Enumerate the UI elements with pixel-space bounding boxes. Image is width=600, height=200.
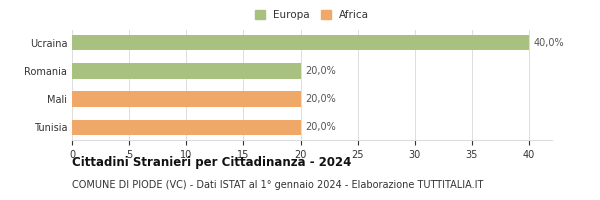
Text: 20,0%: 20,0%: [305, 122, 336, 132]
Text: Cittadini Stranieri per Cittadinanza - 2024: Cittadini Stranieri per Cittadinanza - 2…: [72, 156, 352, 169]
Bar: [72, 91, 301, 107]
Legend: Europa, Africa: Europa, Africa: [255, 10, 369, 20]
Text: 20,0%: 20,0%: [305, 66, 336, 76]
Bar: [72, 120, 301, 135]
Bar: [72, 35, 529, 50]
Text: 20,0%: 20,0%: [305, 94, 336, 104]
Bar: [72, 63, 301, 79]
Text: 40,0%: 40,0%: [534, 38, 565, 48]
Text: COMUNE DI PIODE (VC) - Dati ISTAT al 1° gennaio 2024 - Elaborazione TUTTITALIA.I: COMUNE DI PIODE (VC) - Dati ISTAT al 1° …: [72, 180, 484, 190]
